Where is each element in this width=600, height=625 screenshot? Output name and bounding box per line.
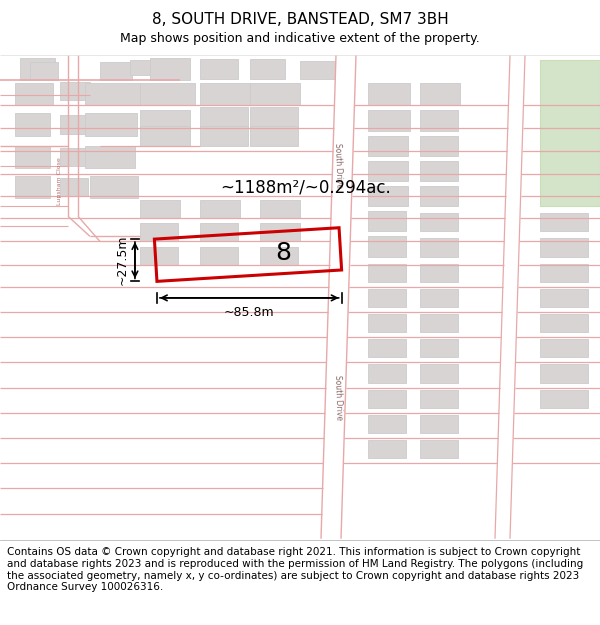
Text: Map shows position and indicative extent of the property.: Map shows position and indicative extent…: [120, 32, 480, 45]
Bar: [20, 58, 55, 80]
Bar: [420, 111, 458, 131]
Bar: [420, 415, 458, 433]
Bar: [368, 415, 406, 433]
Bar: [368, 264, 406, 282]
Bar: [130, 60, 160, 75]
Bar: [540, 389, 588, 408]
Bar: [368, 364, 406, 382]
Bar: [140, 111, 190, 131]
Bar: [420, 186, 458, 206]
Bar: [140, 126, 190, 146]
Text: 8: 8: [275, 241, 291, 264]
Bar: [368, 111, 410, 131]
Bar: [368, 236, 406, 256]
Bar: [420, 339, 458, 357]
Bar: [15, 114, 50, 136]
Text: South Drive: South Drive: [333, 143, 344, 189]
Bar: [420, 136, 458, 156]
Bar: [200, 126, 248, 146]
Bar: [540, 238, 588, 256]
Bar: [420, 238, 458, 256]
Bar: [260, 248, 298, 264]
Bar: [140, 223, 178, 241]
Bar: [15, 83, 53, 106]
Bar: [150, 58, 190, 80]
Bar: [540, 186, 588, 206]
Bar: [300, 61, 335, 79]
Bar: [250, 83, 300, 106]
Bar: [540, 161, 588, 181]
Bar: [540, 111, 588, 131]
Bar: [100, 62, 132, 80]
Bar: [15, 176, 50, 198]
Bar: [250, 126, 298, 146]
Bar: [60, 148, 90, 166]
Bar: [15, 146, 50, 168]
Bar: [368, 440, 406, 458]
Bar: [420, 440, 458, 458]
Bar: [368, 186, 408, 206]
Bar: [260, 223, 300, 241]
Bar: [420, 289, 458, 307]
Bar: [420, 264, 458, 282]
Bar: [60, 116, 88, 134]
Bar: [540, 314, 588, 332]
Text: Lupsham Close: Lupsham Close: [58, 157, 62, 205]
Text: ~85.8m: ~85.8m: [224, 306, 275, 319]
Bar: [540, 339, 588, 357]
Text: ~1188m²/~0.294ac.: ~1188m²/~0.294ac.: [220, 178, 391, 196]
Bar: [60, 82, 90, 101]
Bar: [140, 200, 180, 218]
Text: ~27.5m: ~27.5m: [116, 235, 129, 286]
Bar: [540, 83, 588, 106]
Bar: [200, 223, 238, 241]
Bar: [90, 176, 138, 198]
Bar: [420, 389, 458, 408]
Bar: [200, 59, 238, 79]
Bar: [85, 146, 135, 168]
Bar: [540, 213, 588, 231]
Bar: [420, 83, 460, 106]
Bar: [140, 83, 195, 106]
Bar: [200, 107, 248, 127]
Bar: [540, 264, 588, 282]
Bar: [420, 314, 458, 332]
Bar: [368, 136, 408, 156]
Bar: [200, 83, 250, 106]
Bar: [85, 83, 140, 106]
Bar: [540, 289, 588, 307]
Bar: [60, 178, 88, 196]
Bar: [368, 289, 406, 307]
Bar: [420, 161, 458, 181]
Bar: [260, 200, 300, 218]
Bar: [540, 60, 600, 206]
Bar: [368, 161, 408, 181]
Bar: [420, 364, 458, 382]
Bar: [420, 213, 458, 231]
Bar: [368, 314, 406, 332]
Text: South Drive: South Drive: [333, 375, 344, 421]
Bar: [140, 248, 178, 264]
Bar: [200, 248, 238, 264]
Bar: [30, 62, 58, 80]
Bar: [85, 114, 137, 136]
Bar: [200, 200, 240, 218]
Bar: [368, 83, 410, 106]
Text: 8, SOUTH DRIVE, BANSTEAD, SM7 3BH: 8, SOUTH DRIVE, BANSTEAD, SM7 3BH: [152, 12, 448, 27]
Text: Contains OS data © Crown copyright and database right 2021. This information is : Contains OS data © Crown copyright and d…: [7, 548, 583, 592]
Bar: [250, 107, 298, 127]
Bar: [368, 339, 406, 357]
Bar: [368, 389, 406, 408]
Bar: [540, 136, 588, 156]
Bar: [368, 211, 406, 231]
Bar: [540, 364, 588, 382]
Bar: [250, 59, 285, 79]
